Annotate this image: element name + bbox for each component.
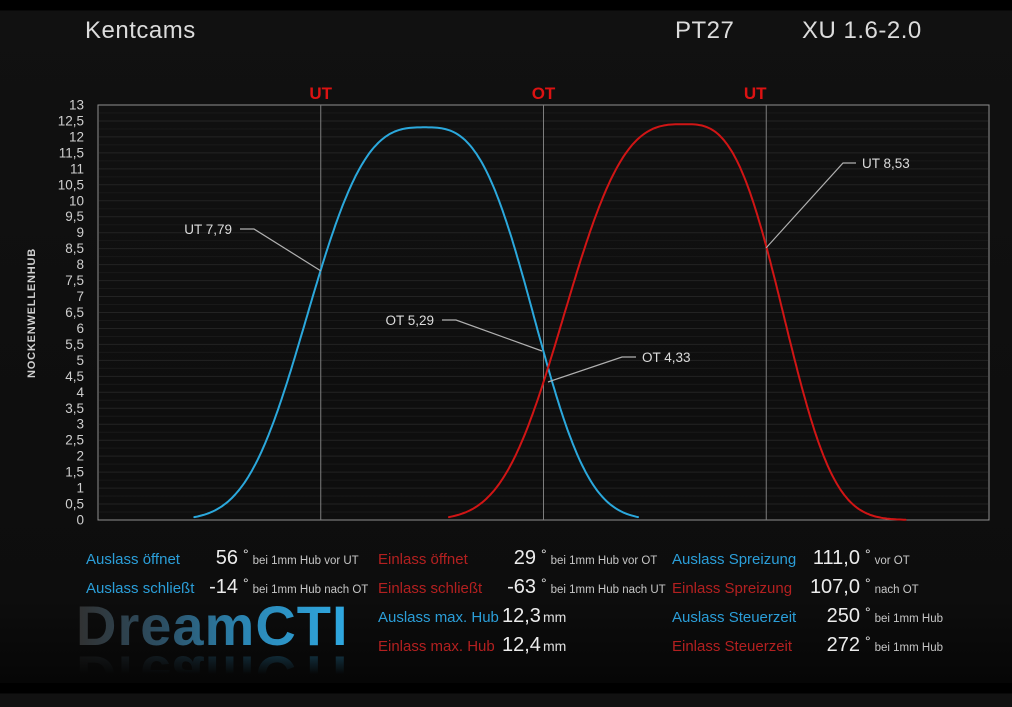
annotation-label: OT 5,29 (385, 313, 434, 328)
stat-label: Einlass öffnet (378, 551, 468, 568)
y-tick-label: 9 (76, 225, 84, 240)
y-tick-label: 2,5 (65, 433, 84, 448)
stat-value: -63 (507, 576, 536, 598)
stat-row: Einlass max. Hub 12,4 mm (378, 631, 666, 660)
cam-model-title: PT27 (675, 17, 735, 44)
stat-row: Auslass max. Hub 12,3 mm (378, 602, 666, 631)
stat-label: Auslass öffnet (86, 551, 180, 568)
stat-row: Auslass Spreizung 111,0 ° vor OT (672, 544, 943, 573)
y-tick-label: 1 (76, 481, 84, 496)
stat-value: 250 (826, 605, 860, 627)
annotation-leader-line (765, 162, 856, 249)
engine-title: XU 1.6-2.0 (802, 17, 922, 44)
stat-unit: bei 1mm Hub nach UT (550, 584, 666, 596)
stat-value: 12,3 (502, 605, 541, 627)
stat-unit: bei 1mm Hub (874, 613, 943, 625)
stats-group-auslass-timing: Auslass öffnet 56 ° bei 1mm Hub vor UT Ausla… (86, 544, 368, 602)
stat-value: 111,0 (812, 547, 860, 569)
dreamcti-logo-reflection: DreamCTI (76, 644, 349, 707)
stat-label: Einlass schließt (378, 580, 483, 597)
stat-unit: bei 1mm Hub (874, 642, 943, 654)
stat-row: Einlass öffnet 29 ° bei 1mm Hub vor OT (378, 544, 666, 573)
degree-symbol: ° (541, 575, 547, 591)
stat-unit: bei 1mm Hub vor OT (550, 555, 658, 567)
y-tick-label: 7,5 (65, 273, 84, 288)
y-tick-label: 5 (76, 353, 84, 368)
dreamcti-logo: DreamCTI DreamCTI (76, 594, 349, 707)
y-tick-label: 0 (76, 513, 84, 528)
annotation-leader-line (442, 319, 543, 352)
y-tick-label: 3,5 (65, 401, 84, 416)
curve-auslass (193, 126, 639, 519)
y-tick-label: 11 (70, 161, 84, 176)
stat-row: Auslass öffnet 56 ° bei 1mm Hub vor UT (86, 544, 368, 573)
y-tick-label: 6 (76, 321, 84, 336)
stat-label: Auslass schließt (86, 580, 195, 597)
dreamcti-logo-text: DreamCTI (76, 594, 349, 657)
stat-label: Auslass max. Hub (378, 609, 499, 626)
stat-row: Auslass Steuerzeit 250 ° bei 1mm Hub (672, 602, 943, 631)
stat-unit: mm (543, 638, 567, 654)
y-tick-label: 9,5 (65, 209, 84, 224)
y-tick-label: 2 (76, 449, 84, 464)
y-tick-label: 8 (76, 257, 84, 272)
stat-value: -14 (209, 576, 238, 598)
stat-label: Auslass Spreizung (672, 551, 797, 568)
stat-unit: bei 1mm Hub vor UT (252, 555, 359, 567)
y-tick-label: 8,5 (65, 241, 84, 256)
annotation-label: OT 4,33 (642, 350, 691, 365)
stat-value: 107,0 (809, 576, 860, 598)
y-tick-label: 1,5 (65, 465, 84, 480)
stat-unit: vor OT (874, 555, 910, 567)
y-tick-label: 5,5 (65, 337, 84, 352)
y-tick-label: 4,5 (65, 369, 84, 384)
stat-label: Einlass Steuerzeit (672, 638, 793, 655)
y-tick-label: 4 (76, 385, 84, 400)
degree-symbol: ° (865, 575, 871, 591)
stat-value: 56 (215, 547, 238, 569)
stat-value: 12,4 (502, 634, 541, 656)
stat-unit: nach OT (874, 584, 919, 596)
stats-group-einlass-timing-max-hub: Einlass öffnet 29 ° bei 1mm Hub vor OT Einla… (378, 544, 666, 660)
y-tick-label: 12,5 (58, 113, 84, 128)
stat-row: Einlass Steuerzeit 272 ° bei 1mm Hub (672, 631, 943, 660)
stat-label: Einlass max. Hub (378, 638, 495, 655)
curve-einlass (448, 123, 907, 521)
degree-symbol: ° (865, 633, 871, 649)
y-tick-label: 13 (69, 98, 84, 113)
stat-label: Auslass Steuerzeit (672, 609, 797, 626)
marker-label-ot: OT (532, 84, 556, 103)
annotation-label: UT 8,53 (862, 156, 910, 171)
stat-label: Einlass Spreizung (672, 580, 793, 597)
y-tick-label: 10,5 (58, 177, 84, 192)
annotation-label: UT 7,79 (184, 222, 232, 237)
annotation-leader-line (547, 356, 636, 383)
y-tick-label: 10 (69, 193, 84, 208)
stats-group-spreizung-steuerzeit: Auslass Spreizung 111,0 ° vor OT Einlass Spr… (672, 544, 943, 660)
y-tick-label: 7 (76, 289, 84, 304)
degree-symbol: ° (865, 546, 871, 562)
annotation-leader-line (240, 228, 322, 272)
y-tick-label: 3 (76, 417, 84, 432)
stat-value: 272 (826, 634, 860, 656)
marker-label-ut: UT (744, 84, 767, 103)
stat-row: Einlass Spreizung 107,0 ° nach OT (672, 573, 943, 602)
degree-symbol: ° (541, 546, 547, 562)
degree-symbol: ° (865, 604, 871, 620)
marker-label-ut: UT (309, 84, 332, 103)
stat-value: 29 (513, 547, 536, 569)
degree-symbol: ° (243, 546, 249, 562)
degree-symbol: ° (243, 575, 249, 591)
stat-unit: mm (543, 609, 567, 625)
y-tick-label: 6,5 (65, 305, 84, 320)
cam-lift-chart: UT OT UT1312,51211,51110,5109,598,587,576,… (58, 84, 990, 528)
stat-row: Einlass schließt -63 ° bei 1mm Hub nach UT (378, 573, 666, 602)
stat-unit: bei 1mm Hub nach OT (252, 584, 369, 596)
y-tick-label: 0,5 (65, 497, 84, 512)
cam-brand-title: Kentcams (85, 17, 196, 44)
y-tick-label: 12 (69, 129, 84, 144)
stat-row: Auslass schließt -14 ° bei 1mm Hub nach OT (86, 573, 368, 602)
y-tick-label: 11,5 (59, 145, 84, 160)
